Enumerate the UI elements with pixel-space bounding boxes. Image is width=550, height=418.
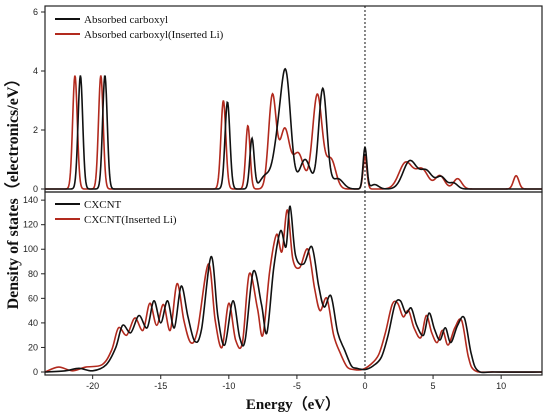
bottom-x-tick-label: -15 [154,381,167,391]
top-legend-label-1: Absorbed carboxyl [84,14,168,26]
bottom-x-tick-label: -20 [86,381,99,391]
x-axis-title: Energy（eV） [246,395,340,413]
bottom-y-tick-label: 120 [23,220,38,230]
bottom-legend-label-2: CXCNT(Inserted Li) [84,214,177,226]
bottom-y-tick-label: 60 [28,293,38,303]
bottom-y-tick-label: 140 [23,195,38,205]
bottom-y-tick-label: 20 [28,342,38,352]
bottom-y-ticks: 0 20 40 60 80 100 120 140 [23,195,45,377]
top-y-tick-label: 2 [33,125,38,135]
top-series-absorbed-carboxyl-li [45,75,542,190]
bottom-legend-label-1: CXCNT [84,199,122,211]
bottom-x-ticks: -20 -15 -10 -5 0 5 10 [86,375,506,391]
top-y-tick-label: 6 [33,7,38,17]
bottom-y-tick-label: 80 [28,269,38,279]
top-series-absorbed-carboxyl [45,67,542,190]
bottom-x-tick-label: 5 [431,381,436,391]
bottom-x-tick-label: 10 [496,381,506,391]
bottom-panel-frame [44,191,543,376]
top-y-tick-label: 4 [33,66,38,76]
bottom-y-tick-label: 0 [33,367,38,377]
top-y-ticks: 0 2 4 6 [33,7,45,194]
bottom-y-tick-label: 100 [23,244,38,254]
bottom-legend: CXCNT CXCNT(Inserted Li) [55,199,177,226]
top-legend-label-2: Absorbed carboxyl(Inserted Li) [84,29,224,41]
bottom-x-tick-label: -5 [293,381,301,391]
bottom-y-tick-label: 40 [28,318,38,328]
y-axis-title: Density of states（electronics/eV） [4,71,22,310]
bottom-series-cxcnt [44,205,543,374]
bottom-x-tick-label: -10 [222,381,235,391]
top-legend: Absorbed carboxyl Absorbed carboxyl(Inse… [55,14,224,41]
bottom-x-tick-label: 0 [362,381,367,391]
top-y-tick-label: 0 [33,184,38,194]
